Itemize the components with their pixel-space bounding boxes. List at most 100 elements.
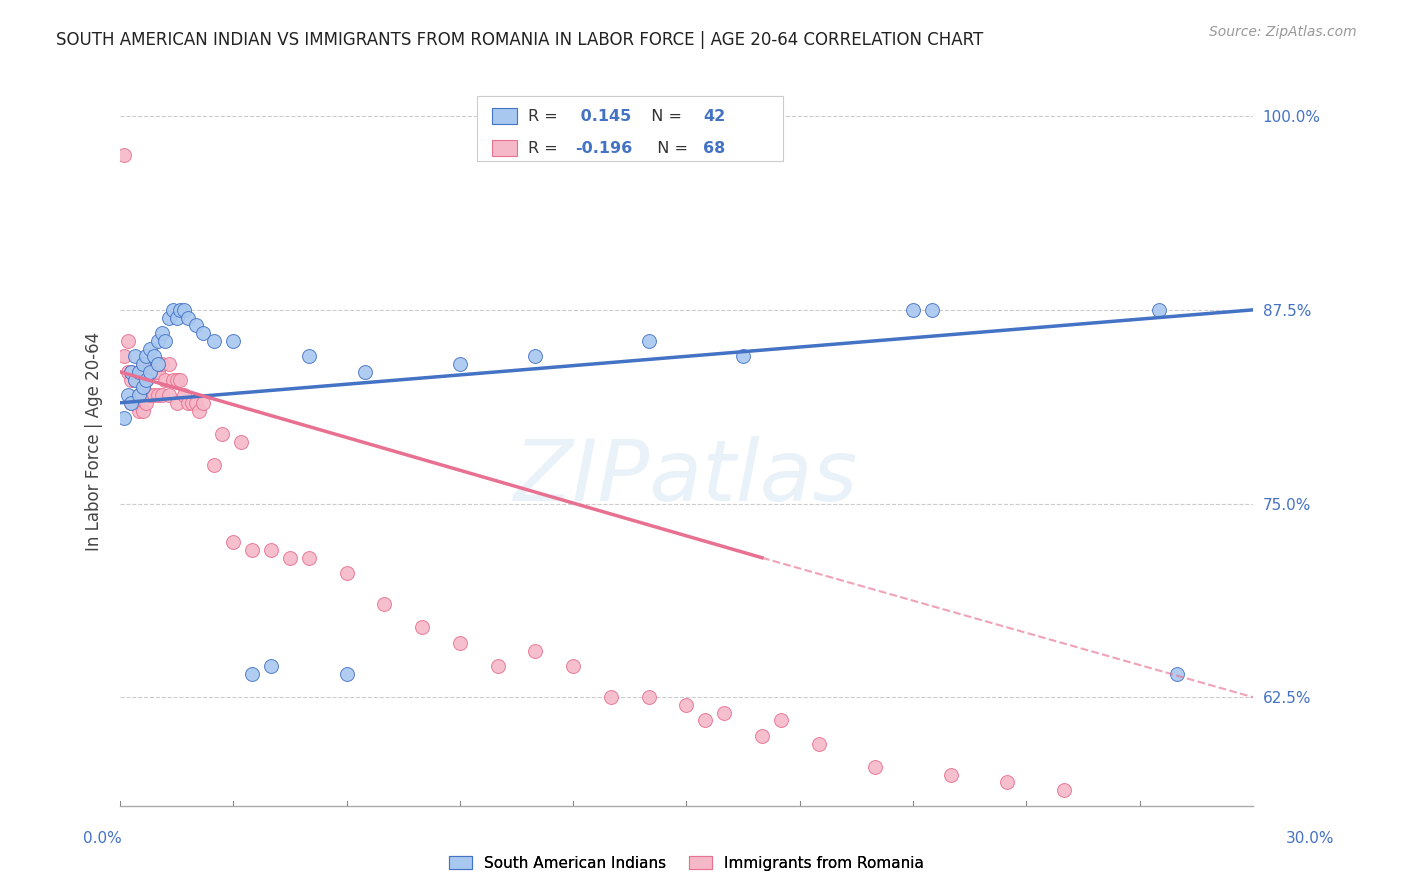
Point [769,714,792,728]
Point [524,349,547,363]
Point [146,388,169,402]
Point [675,698,697,712]
Text: Source: ZipAtlas.com: Source: ZipAtlas.com [1209,25,1357,39]
Point [157,357,180,371]
Point [240,667,263,681]
Point [124,373,146,387]
Point [335,667,357,681]
Point [1166,667,1188,681]
Text: N =: N = [641,109,688,123]
Point [169,373,191,387]
Point [901,302,924,317]
Text: 0.0%: 0.0% [83,831,122,846]
Point [486,659,509,673]
Point [202,334,225,348]
Point [600,690,623,705]
Point [143,388,166,402]
Point [751,729,773,743]
Point [135,396,157,410]
Point [184,396,207,410]
Point [921,302,943,317]
Point [162,302,184,317]
Point [298,349,321,363]
Point [180,396,202,410]
Point [120,373,142,387]
Point [939,767,962,781]
Point [157,310,180,325]
Point [120,365,142,379]
Point [807,737,830,751]
Point [155,334,177,348]
Point [155,373,177,387]
Point [240,543,263,558]
Point [188,403,211,417]
Point [128,388,150,402]
Point [865,760,887,774]
Text: 42: 42 [703,109,725,123]
Point [135,357,157,371]
Point [146,357,169,371]
Point [135,373,157,387]
Point [298,550,321,565]
Point [162,373,184,387]
Point [278,550,301,565]
Point [131,357,153,371]
Point [131,403,153,417]
Point [211,426,233,441]
Text: R =: R = [527,141,562,155]
Point [146,365,169,379]
Point [184,318,207,333]
Point [222,334,245,348]
Point [695,714,717,728]
Point [112,349,135,363]
Point [128,388,150,402]
Point [166,310,188,325]
Point [120,396,142,410]
Point [173,388,195,402]
Point [222,535,245,549]
Text: SOUTH AMERICAN INDIAN VS IMMIGRANTS FROM ROMANIA IN LABOR FORCE | AGE 20-64 CORR: SOUTH AMERICAN INDIAN VS IMMIGRANTS FROM… [56,31,983,49]
Point [354,365,377,379]
Text: 68: 68 [703,141,725,155]
Text: 30.0%: 30.0% [1286,831,1334,846]
Text: ZIPatlas: ZIPatlas [515,436,859,519]
Y-axis label: In Labor Force | Age 20-64: In Labor Force | Age 20-64 [86,332,103,551]
Point [637,690,659,705]
Point [173,302,195,317]
Point [117,334,139,348]
Point [177,396,200,410]
Point [131,380,153,394]
Point [146,357,169,371]
Bar [477,95,783,161]
Point [260,659,283,673]
Point [139,388,162,402]
Point [637,334,659,348]
Point [562,659,585,673]
Point [124,349,146,363]
Point [1147,302,1170,317]
Point [169,302,191,317]
Point [260,543,283,558]
Point [191,326,214,340]
Point [373,597,395,611]
Text: R =: R = [527,109,562,123]
Point [177,310,200,325]
Point [335,566,357,581]
Point [112,148,135,162]
Point [139,365,162,379]
Point [128,365,150,379]
Point [713,706,735,720]
Point [135,373,157,387]
Point [124,373,146,387]
Point [229,434,252,449]
Point [139,342,162,356]
Point [135,349,157,363]
Point [143,365,166,379]
Point [112,411,135,425]
Point [997,775,1019,789]
Point [166,373,188,387]
Point [150,388,173,402]
Text: -0.196: -0.196 [575,141,633,155]
Point [202,458,225,472]
Point [120,396,142,410]
